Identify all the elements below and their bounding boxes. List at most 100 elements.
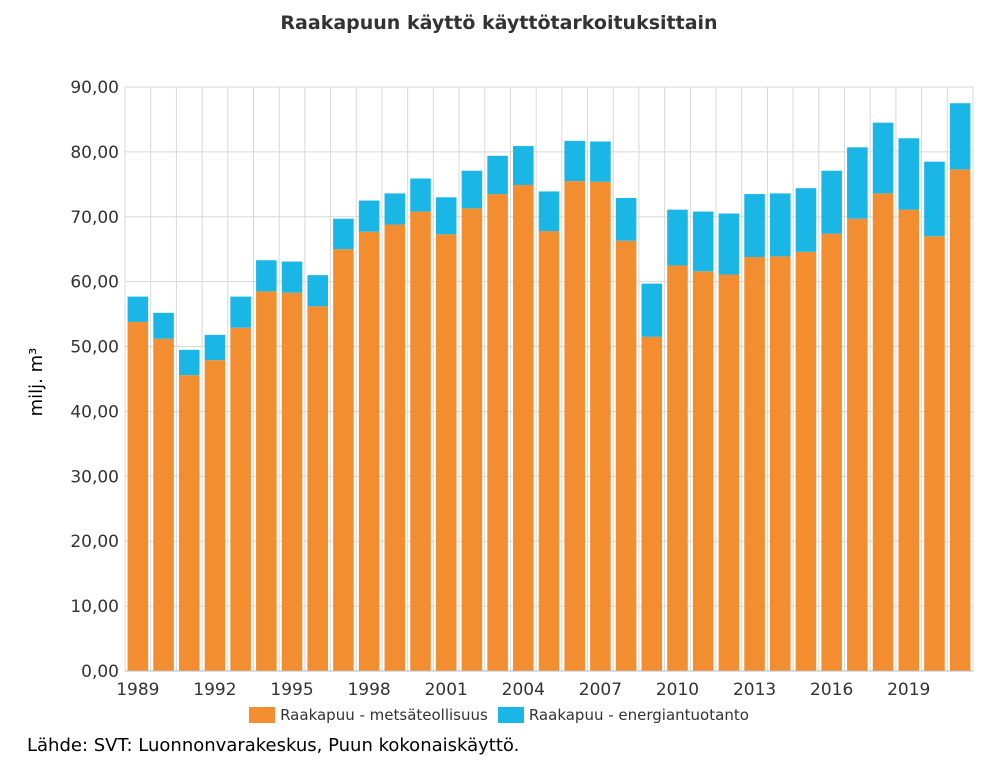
bar-energiantuotanto-1995 bbox=[281, 261, 303, 293]
bar-energiantuotanto-2010 bbox=[667, 209, 688, 266]
bar-energiantuotanto-1997 bbox=[333, 218, 354, 250]
x-tick-label: 1989 bbox=[116, 680, 159, 700]
bar-metsateollisuus-2017 bbox=[847, 218, 868, 672]
bar-metsateollisuus-2018 bbox=[872, 193, 894, 671]
bar-energiantuotanto-2004 bbox=[513, 146, 534, 185]
bar-energiantuotanto-1993 bbox=[230, 296, 251, 328]
bar-metsateollisuus-2011 bbox=[692, 271, 714, 671]
bar-metsateollisuus-2007 bbox=[590, 181, 611, 671]
bar-energiantuotanto-1994 bbox=[256, 260, 277, 292]
bar-metsateollisuus-1994 bbox=[256, 291, 277, 671]
chart-title: Raakapuun käyttö käyttötarkoituksittain bbox=[280, 12, 718, 34]
y-tick-label: 80,00 bbox=[70, 143, 119, 163]
y-tick-label: 30,00 bbox=[70, 467, 119, 487]
bar-energiantuotanto-2002 bbox=[461, 170, 483, 209]
legend-item-energiantuotanto[interactable]: Raakapuu - energiantuotanto bbox=[497, 706, 749, 724]
bar-energiantuotanto-2003 bbox=[487, 155, 508, 195]
bar-metsateollisuus-2015 bbox=[795, 251, 817, 671]
bar-metsateollisuus-2010 bbox=[667, 265, 688, 671]
bar-metsateollisuus-1992 bbox=[204, 360, 226, 671]
bars bbox=[127, 103, 971, 672]
bar-energiantuotanto-2001 bbox=[435, 197, 457, 235]
bar-metsateollisuus-1997 bbox=[333, 249, 354, 671]
x-tick-label: 2007 bbox=[579, 680, 622, 700]
bar-energiantuotanto-2016 bbox=[821, 170, 842, 234]
bar-metsateollisuus-1993 bbox=[230, 327, 251, 671]
y-tick-label: 70,00 bbox=[70, 208, 119, 228]
bar-energiantuotanto-2015 bbox=[795, 188, 817, 252]
bar-energiantuotanto-2005 bbox=[538, 191, 560, 232]
bar-metsateollisuus-2005 bbox=[538, 231, 560, 671]
legend: Raakapuu - metsäteollisuus Raakapuu - en… bbox=[0, 706, 998, 724]
bar-metsateollisuus-2008 bbox=[615, 240, 637, 671]
y-tick-label: 40,00 bbox=[70, 402, 119, 422]
legend-label: Raakapuu - energiantuotanto bbox=[528, 706, 749, 724]
x-tick-label: 1998 bbox=[347, 680, 390, 700]
bar-energiantuotanto-2009 bbox=[641, 283, 663, 337]
bar-energiantuotanto-2021 bbox=[949, 103, 971, 170]
bar-metsateollisuus-1996 bbox=[307, 306, 329, 671]
bar-metsateollisuus-2003 bbox=[487, 194, 508, 672]
bar-metsateollisuus-2021 bbox=[949, 169, 971, 672]
bar-metsateollisuus-1989 bbox=[127, 321, 149, 671]
bar-energiantuotanto-1989 bbox=[127, 296, 149, 322]
bar-metsateollisuus-2001 bbox=[435, 234, 457, 671]
legend-swatch-orange bbox=[249, 707, 276, 723]
bar-energiantuotanto-2014 bbox=[769, 193, 791, 257]
bar-energiantuotanto-2017 bbox=[847, 147, 868, 219]
bar-energiantuotanto-2011 bbox=[692, 211, 714, 272]
bar-metsateollisuus-2019 bbox=[898, 209, 920, 671]
x-tick-label: 2001 bbox=[425, 680, 468, 700]
x-tick-label: 2016 bbox=[810, 680, 853, 700]
legend-label: Raakapuu - metsäteollisuus bbox=[280, 706, 488, 724]
bar-metsateollisuus-1991 bbox=[178, 375, 200, 671]
bar-metsateollisuus-1990 bbox=[153, 338, 174, 671]
bar-energiantuotanto-2007 bbox=[590, 141, 611, 182]
bar-metsateollisuus-2006 bbox=[564, 181, 585, 672]
bar-energiantuotanto-1992 bbox=[204, 334, 226, 361]
y-tick-label: 0,00 bbox=[81, 662, 119, 682]
y-tick-label: 60,00 bbox=[70, 273, 119, 293]
bar-energiantuotanto-1996 bbox=[307, 275, 329, 307]
bar-energiantuotanto-2008 bbox=[615, 197, 637, 241]
bar-metsateollisuus-2013 bbox=[744, 257, 765, 671]
y-tick-label: 10,00 bbox=[70, 597, 119, 617]
y-tick-label: 90,00 bbox=[70, 78, 119, 98]
legend-item-metsateollisuus[interactable]: Raakapuu - metsäteollisuus bbox=[249, 706, 488, 724]
bar-metsateollisuus-2004 bbox=[513, 184, 534, 671]
x-tick-label: 2013 bbox=[733, 680, 776, 700]
bar-metsateollisuus-2014 bbox=[769, 256, 791, 671]
x-tick-label: 1992 bbox=[193, 680, 236, 700]
bar-energiantuotanto-1990 bbox=[153, 312, 174, 339]
bar-energiantuotanto-1991 bbox=[178, 349, 200, 376]
bar-metsateollisuus-1999 bbox=[384, 224, 406, 671]
y-axis-label: milj. m³ bbox=[26, 348, 47, 417]
x-tick-label: 2004 bbox=[502, 680, 545, 700]
bar-energiantuotanto-2012 bbox=[718, 213, 740, 275]
bar-energiantuotanto-1999 bbox=[384, 193, 406, 225]
bar-energiantuotanto-2019 bbox=[898, 138, 920, 210]
bar-energiantuotanto-1998 bbox=[358, 200, 380, 232]
bar-metsateollisuus-1995 bbox=[281, 292, 303, 671]
y-tick-label: 20,00 bbox=[70, 532, 119, 552]
x-tick-label: 2019 bbox=[887, 680, 930, 700]
bar-energiantuotanto-2000 bbox=[410, 178, 431, 212]
bar-energiantuotanto-2006 bbox=[564, 140, 585, 182]
bar-energiantuotanto-2020 bbox=[924, 161, 945, 237]
axes: 0,00 10,00 20,00 30,00 40,00 50,00 60,00 70,00 8… bbox=[70, 78, 973, 700]
legend-swatch-blue bbox=[497, 707, 524, 723]
source-note: Lähde: SVT: Luonnonvarakeskus, Puun koko… bbox=[27, 735, 520, 756]
y-tick-label: 50,00 bbox=[70, 338, 119, 358]
bar-metsateollisuus-2002 bbox=[461, 208, 483, 671]
bar-metsateollisuus-2012 bbox=[718, 274, 740, 671]
bar-metsateollisuus-2009 bbox=[641, 336, 663, 671]
bar-metsateollisuus-1998 bbox=[358, 231, 380, 672]
bar-energiantuotanto-2013 bbox=[744, 194, 765, 258]
x-tick-label: 1995 bbox=[270, 680, 313, 700]
x-tick-label: 2010 bbox=[656, 680, 699, 700]
bar-energiantuotanto-2018 bbox=[872, 122, 894, 194]
bar-metsateollisuus-2000 bbox=[410, 211, 431, 671]
bar-metsateollisuus-2016 bbox=[821, 233, 842, 671]
bar-metsateollisuus-2020 bbox=[924, 236, 945, 671]
